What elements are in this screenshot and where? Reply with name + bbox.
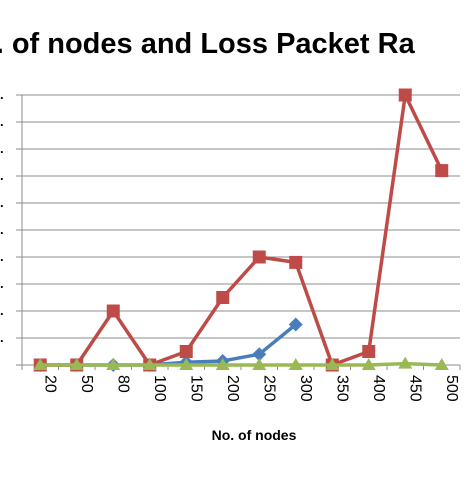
y-tick-label-fragment: . [0,330,4,345]
data-point [33,358,48,370]
y-tick-label-fragment: . [0,276,4,291]
data-point [215,358,230,370]
x-tick-label: 200 [224,375,241,402]
y-tick-label-fragment: . [0,222,4,237]
data-point [216,291,230,304]
x-tick-label: 400 [370,375,387,402]
data-point [288,358,303,370]
chart-title: o. of nodes and Loss Packet Ra [0,28,415,60]
data-point [398,356,413,369]
y-tick-label-fragment: . [0,87,4,102]
x-tick-label: 80 [114,375,131,393]
data-point [435,164,449,178]
series-3 [33,356,449,370]
x-tick-label: 20 [41,375,58,393]
series-line [40,93,444,367]
data-point [361,358,376,370]
data-point [142,358,157,370]
x-tick-label: 500 [443,375,460,402]
gridlines [16,94,460,366]
data-point [289,255,303,269]
x-tick-label: 50 [78,375,95,393]
x-tick-label: 300 [297,375,314,402]
x-tick-label: 250 [260,375,277,402]
data-point [69,358,84,370]
data-point [434,358,449,370]
y-tick-label-fragment: . [0,249,4,264]
x-tick-label: 350 [333,375,350,402]
y-tick-label-fragment: . [0,195,4,210]
data-point [106,358,121,370]
data-point [325,358,340,370]
y-tick-label-fragment: . [0,114,4,129]
x-tick-label: 150 [187,375,204,402]
data-point [288,317,303,332]
data-point [106,304,120,318]
y-tick-label-fragment: . [0,168,4,183]
data-point [252,347,267,362]
data-point [179,345,193,358]
x-tick-label: 450 [406,375,423,402]
series-2 [33,88,449,372]
x-axis-label: No. of nodes [212,427,297,443]
data-point [252,358,267,370]
series-line [40,361,442,367]
y-tick-label-fragment: . [0,141,4,156]
x-tick-label: 100 [151,375,168,402]
data-point [252,250,266,264]
data-point [179,358,194,370]
data-point [362,345,376,358]
y-tick-label-fragment: . [0,303,4,318]
data-point [398,88,412,102]
